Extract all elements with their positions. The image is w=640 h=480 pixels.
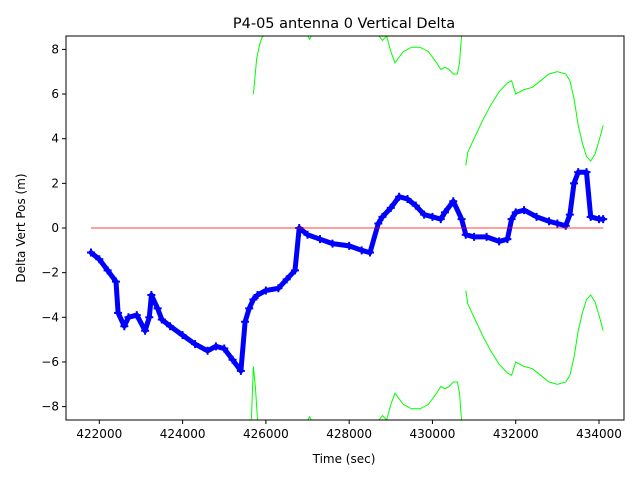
vertical-delta-point: [507, 215, 516, 224]
vertical-delta-point: [411, 201, 420, 210]
vertical-delta-point: [228, 355, 237, 364]
vertical-delta-point: [145, 313, 154, 322]
vertical-delta-point: [532, 212, 541, 221]
vertical-delta-point: [378, 212, 387, 221]
vertical-delta-point: [282, 275, 291, 284]
upper-bound-line: [378, 36, 463, 75]
x-tick-label: 424000: [160, 427, 206, 441]
vertical-delta-point: [565, 210, 574, 219]
vertical-delta-point: [470, 232, 479, 241]
x-tick-label: 430000: [410, 427, 456, 441]
vertical-delta-point: [436, 215, 445, 224]
vertical-delta-point: [249, 295, 258, 304]
x-tick-label: 432000: [493, 427, 539, 441]
vertical-delta-point: [420, 210, 429, 219]
vertical-delta-point: [357, 246, 366, 255]
vertical-delta-point: [553, 219, 562, 228]
vertical-delta-point: [570, 179, 579, 188]
x-tick-label: 428000: [326, 427, 372, 441]
vertical-delta-point: [574, 168, 583, 177]
vertical-delta-point: [395, 192, 404, 201]
vertical-delta-point: [374, 219, 383, 228]
vertical-delta-point: [111, 277, 120, 286]
y-tick-label: 0: [51, 221, 59, 235]
vertical-delta-point: [440, 208, 449, 217]
vertical-delta-point: [124, 313, 133, 322]
vertical-delta-point: [303, 230, 312, 239]
vertical-delta-point: [166, 322, 175, 331]
vertical-delta-point: [599, 215, 608, 224]
vertical-delta-point: [203, 346, 212, 355]
plot-area: [86, 36, 608, 420]
y-tick-label: −8: [41, 400, 59, 414]
vertical-delta-point: [103, 266, 112, 275]
upper-bound-line: [465, 71, 604, 166]
vertical-delta-point: [114, 308, 123, 317]
vertical-delta-point: [561, 221, 570, 230]
vertical-delta-point: [236, 366, 245, 375]
vertical-delta-point: [386, 203, 395, 212]
vertical-delta-point: [545, 217, 554, 226]
vertical-delta-point: [511, 208, 520, 217]
x-tick-label: 434000: [576, 427, 622, 441]
y-tick-label: 2: [51, 176, 59, 190]
x-tick-label: 422000: [76, 427, 122, 441]
vertical-delta-point: [153, 304, 162, 313]
vertical-delta-point: [157, 315, 166, 324]
y-tick-label: −4: [41, 310, 59, 324]
lower-bound-line: [465, 290, 604, 385]
vertical-delta-point: [147, 290, 156, 299]
vertical-delta-point: [132, 311, 141, 320]
vertical-delta-point: [316, 235, 325, 244]
vertical-delta-point: [520, 206, 529, 215]
vertical-delta-point: [403, 194, 412, 203]
vertical-delta-point: [503, 235, 512, 244]
vertical-delta-point: [461, 230, 470, 239]
vertical-delta-point: [220, 344, 229, 353]
vertical-delta-point: [211, 342, 220, 351]
vertical-delta-point: [274, 284, 283, 293]
y-tick-label: −2: [41, 266, 59, 280]
lower-bound-line: [250, 366, 259, 420]
x-axis: 422000 424000 426000 428000 430000 432000 4340…: [76, 420, 622, 441]
vertical-delta-point: [261, 286, 270, 295]
vertical-delta-point: [241, 317, 250, 326]
vertical-delta-point: [457, 215, 466, 224]
y-tick-label: 4: [51, 132, 59, 146]
x-tick-label: 426000: [243, 427, 289, 441]
vertical-delta-point: [345, 241, 354, 250]
y-tick-label: −6: [41, 355, 59, 369]
upper-bound-line: [252, 36, 264, 95]
lower-bound-line: [378, 381, 463, 420]
vertical-delta-point: [449, 197, 458, 206]
vertical-delta-point: [86, 248, 95, 257]
y-tick-label: 8: [51, 42, 59, 56]
vertical-delta-point: [245, 304, 254, 313]
vertical-delta-point: [428, 212, 437, 221]
vertical-delta-point: [328, 239, 337, 248]
vertical-delta-point: [586, 212, 595, 221]
vertical-delta-point: [291, 266, 300, 275]
vertical-delta-point: [495, 237, 504, 246]
y-tick-label: 6: [51, 87, 59, 101]
vertical-delta-point: [178, 331, 187, 340]
y-axis-label: Delta Vert Pos (m): [14, 173, 28, 282]
vertical-delta-point: [141, 326, 150, 335]
vertical-delta-point: [482, 232, 491, 241]
vertical-delta-point: [120, 322, 129, 331]
vertical-delta-point: [253, 290, 262, 299]
vertical-delta-point: [582, 168, 591, 177]
chart-title: P4-05 antenna 0 Vertical Delta: [233, 16, 455, 32]
y-axis: −8 −6 −4 −2 0 2 4 6 8: [41, 42, 66, 414]
vertical-delta-point: [191, 340, 200, 349]
vertical-delta-point: [95, 255, 104, 264]
vertical-delta-point: [365, 248, 374, 257]
x-axis-label: Time (sec): [312, 452, 376, 466]
